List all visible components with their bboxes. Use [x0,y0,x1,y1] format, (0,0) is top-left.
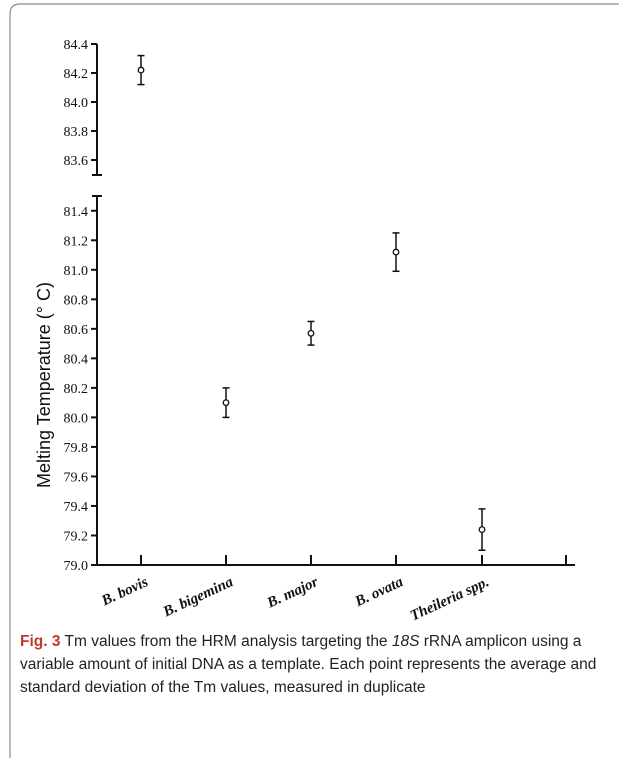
lower-tick-label: 79.8 [64,441,89,456]
x-category-label: B. ovata [352,574,406,611]
data-point-theileria-spp [478,508,486,551]
mean-marker [137,66,145,74]
lower-tick-label: 80.8 [64,293,89,308]
figure-number: Fig. 3 [20,633,61,650]
mean-marker [222,399,230,407]
lower-tick-label: 81.4 [64,205,89,220]
tm-chart: 83.683.884.084.284.4 79.079.279.479.679.… [34,38,575,625]
mean-marker [478,526,486,534]
figure-caption: Fig. 3 Tm values from the HRM analysis t… [20,630,615,699]
lower-tick-label: 79.2 [64,529,89,544]
caption-text-after: rRNA amplicon using a variable amount of… [20,633,597,696]
upper-tick-label: 84.0 [64,96,89,111]
data-point-b-bigemina [222,387,230,419]
data-point-b-ovata [392,232,400,273]
lower-tick-label: 79.4 [64,500,89,515]
lower-y-axis: 79.0 79.2 79.4 79.6 79.8 80.0 80.2 80.4 80.6 80.8… [64,195,102,574]
lower-tick-label: 79.6 [64,470,89,485]
mean-marker [307,329,315,337]
lower-tick-label: 80.4 [64,352,89,367]
upper-y-axis: 83.6 83.8 84.0 84.2 84.4 [64,38,102,176]
x-category-label: B. bigemina [160,574,236,621]
lower-tick-label: 79.0 [64,559,89,574]
x-category-label: Theileria spp. [408,574,492,624]
lower-tick-label: 80.0 [64,411,89,426]
caption-gene: 18S [391,633,420,650]
lower-tick-label: 80.6 [64,323,89,338]
upper-tick-label: 84.2 [64,67,89,82]
lower-tick-label: 81.0 [64,264,89,279]
mean-marker [392,248,400,256]
upper-tick-label: 83.6 [64,154,89,169]
lower-tick-label: 80.2 [64,382,89,397]
data-point-b-bovis [137,54,145,86]
x-category-label: B. major [264,574,321,612]
lower-tick-label: 81.2 [64,234,89,249]
x-axis: B. bovis B. bigemina B. major B. ovata Theil… [97,555,575,625]
data-point-b-major [307,320,315,346]
y-axis-label: Melting Temperature (° C) [34,282,54,488]
caption-text-before: Tm values from the HRM analysis targetin… [64,633,392,650]
x-category-label: B. bovis [98,574,150,610]
upper-tick-label: 84.4 [64,38,89,53]
data-points [137,54,486,551]
upper-tick-label: 83.8 [64,125,89,140]
